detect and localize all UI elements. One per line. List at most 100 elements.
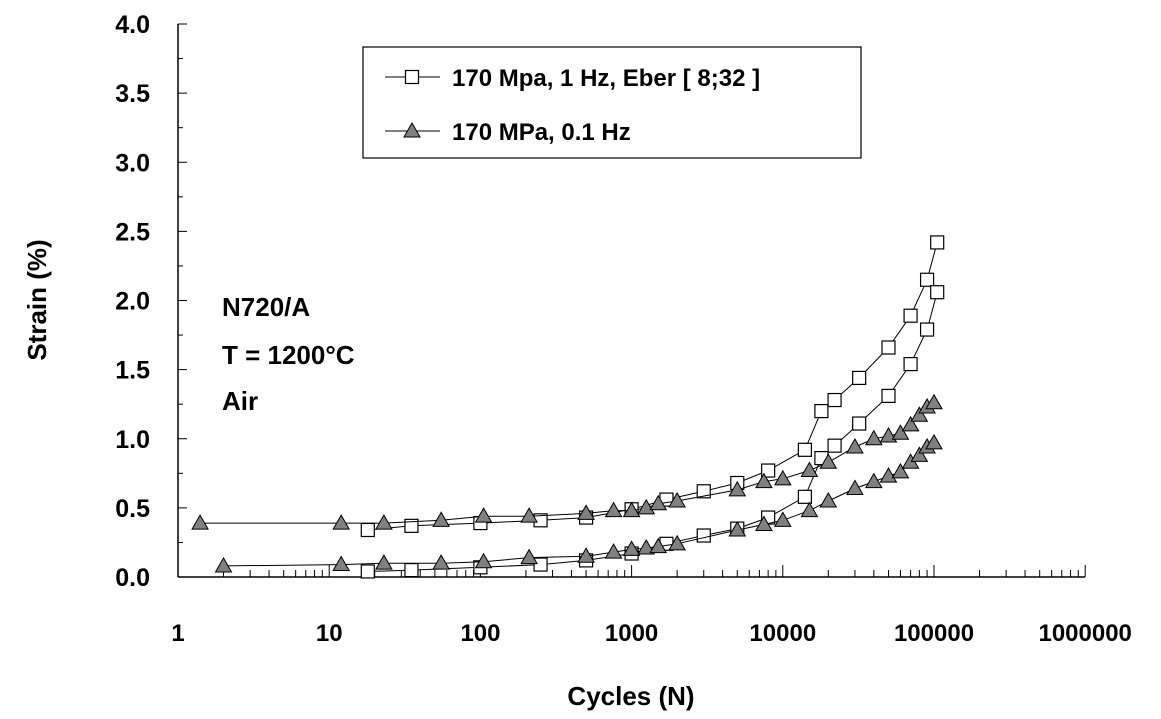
y-tick-label: 2.5 (115, 218, 150, 246)
data-point (852, 370, 867, 386)
data-point (852, 416, 867, 431)
data-point (520, 507, 538, 523)
y-tick-label: 1.5 (115, 357, 150, 385)
x-tick-label: 1000000 (1038, 620, 1131, 647)
data-point (360, 564, 375, 579)
data-point (533, 557, 548, 572)
data-point (864, 472, 883, 489)
series-line (367, 292, 938, 572)
data-point (755, 472, 773, 489)
annotation-temperature: T = 1200°C (222, 340, 355, 370)
data-point (604, 501, 623, 518)
data-point (819, 491, 838, 508)
data-point (577, 547, 595, 563)
data-point (696, 528, 711, 543)
data-point (668, 534, 686, 551)
x-tick-label: 100000 (894, 620, 974, 647)
data-point (432, 554, 451, 570)
data-point (360, 522, 375, 538)
data-point (696, 484, 711, 499)
data-point (846, 479, 864, 496)
data-point (728, 480, 747, 497)
legend-box (362, 46, 862, 159)
data-point (404, 562, 419, 578)
y-tick-label: 3.0 (115, 149, 150, 177)
y-tick-label: 4.0 (115, 11, 150, 39)
y-tick-label: 0.0 (115, 564, 150, 592)
data-point (728, 520, 747, 537)
x-tick-label: 10000 (749, 620, 816, 647)
data-point (919, 272, 935, 287)
data-point (773, 511, 792, 527)
data-point (773, 469, 792, 486)
data-point (649, 537, 668, 554)
series-0-1hz (191, 393, 943, 573)
data-point (375, 514, 393, 530)
data-point (755, 515, 773, 531)
data-point (930, 235, 945, 250)
data-point (910, 406, 929, 422)
data-point (925, 433, 943, 450)
annotation-environment: Air (222, 386, 258, 416)
legend: 170 Mpa, 1 Hz, Eber [ 8;32 ] 170 MPa, 0.1… (362, 46, 862, 159)
data-point (846, 438, 864, 454)
data-point (332, 514, 351, 530)
data-point (891, 424, 910, 440)
x-axis-title: Cycles (N) (567, 681, 694, 711)
data-point (520, 548, 538, 565)
annotation-material: N720/A (222, 292, 310, 322)
y-tick-label: 1.0 (115, 426, 150, 454)
x-tick-label: 10 (316, 620, 343, 647)
data-point (881, 388, 896, 403)
data-point (901, 415, 920, 432)
data-point (891, 462, 910, 479)
y-tick-label: 2.0 (115, 288, 150, 316)
data-point (604, 543, 623, 559)
data-point (881, 340, 896, 355)
data-point (637, 538, 656, 555)
x-tick-label: 1000 (605, 620, 658, 647)
data-point (649, 494, 668, 511)
data-point (404, 518, 419, 533)
data-point (879, 467, 898, 483)
data-point (761, 463, 776, 478)
data-point (797, 442, 812, 457)
data-point (797, 489, 812, 504)
legend-marker (403, 121, 421, 138)
annotation-group: N720/A T = 1200°C Air (222, 292, 355, 416)
data-point (919, 322, 935, 337)
y-tick-label: 3.5 (115, 80, 150, 108)
x-tick-label: 100 (460, 620, 500, 647)
data-point (819, 453, 838, 469)
ticks-group: 1 10 100 1000 10000 100000 1000000 0.0 0.5 1.0 1.5… (115, 11, 1132, 647)
legend-label: 170 MPa, 0.1 Hz (452, 119, 631, 146)
data-point (432, 511, 451, 527)
data-point (925, 393, 943, 410)
data-point (827, 438, 842, 453)
data-point (622, 501, 641, 518)
data-point (332, 555, 351, 572)
x-tick-label: 1 (171, 620, 184, 647)
data-point (622, 540, 641, 556)
legend-label: 170 Mpa, 1 Hz, Eber [ 8;32 ] (452, 65, 760, 92)
y-axis-title: Strain (%) (22, 239, 52, 360)
data-point (637, 498, 656, 515)
y-tick-label: 0.5 (115, 495, 150, 523)
data-point (191, 514, 209, 530)
data-point (903, 308, 918, 323)
data-point (375, 554, 393, 570)
data-point (577, 504, 595, 520)
data-point (827, 392, 842, 408)
data-point (668, 491, 686, 508)
data-point (474, 552, 493, 569)
data-point (930, 285, 945, 300)
series-group (191, 235, 945, 579)
data-point (864, 429, 883, 446)
data-point (214, 556, 233, 573)
data-point (814, 404, 829, 419)
data-point (474, 507, 493, 523)
data-point (800, 461, 819, 478)
data-point (800, 501, 819, 518)
data-point (903, 356, 918, 372)
